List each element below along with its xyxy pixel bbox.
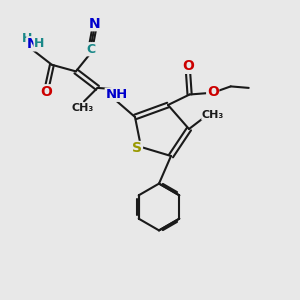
Text: S: S <box>132 142 142 155</box>
Text: CH₃: CH₃ <box>202 110 224 120</box>
Text: C: C <box>86 43 95 56</box>
Text: H: H <box>22 32 32 46</box>
Text: H: H <box>34 37 44 50</box>
Text: N: N <box>89 17 100 31</box>
Text: O: O <box>182 59 194 73</box>
Text: CH₃: CH₃ <box>71 103 94 113</box>
Text: NH: NH <box>105 88 128 101</box>
Text: O: O <box>207 85 219 98</box>
Text: N: N <box>27 37 38 51</box>
Text: O: O <box>40 85 52 99</box>
